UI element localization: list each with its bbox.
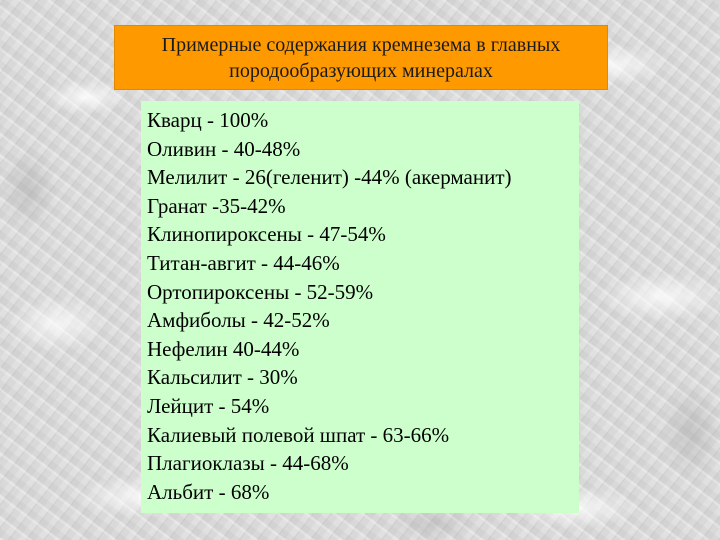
- list-item: Амфиболы - 42-52%: [147, 308, 330, 333]
- list-item: Титан-авгит - 44-46%: [147, 250, 340, 275]
- mineral-list: Кварц - 100% Оливин - 40-48% Мелилит - 2…: [147, 106, 579, 506]
- list-item: Ортопироксены - 52-59%: [147, 279, 374, 304]
- list-item: Лейцит - 54%: [147, 393, 270, 418]
- slide-title-line-1: Примерные содержания кремнезема в главны…: [161, 33, 561, 56]
- list-item: Кальсилит - 30%: [147, 365, 298, 390]
- list-item: Гранат -35-42%: [147, 193, 286, 218]
- slide-title: Примерные содержания кремнезема в главны…: [114, 25, 608, 90]
- list-item: Альбит - 68%: [147, 479, 270, 504]
- mineral-content-box: Кварц - 100% Оливин - 40-48% Мелилит - 2…: [141, 101, 579, 513]
- list-item: Нефелин 40-44%: [147, 336, 300, 361]
- list-item: Плагиоклазы - 44-68%: [147, 451, 349, 476]
- list-item: Мелилит - 26(геленит) -44% (акерманит): [147, 165, 512, 190]
- list-item: Калиевый полевой шпат - 63-66%: [147, 422, 450, 447]
- list-item: Кварц - 100%: [147, 108, 269, 132]
- list-item: Оливин - 40-48%: [147, 136, 301, 161]
- list-item: Клинопироксены - 47-54%: [147, 222, 386, 247]
- slide-title-line-2: породообразующих минералах: [229, 59, 493, 82]
